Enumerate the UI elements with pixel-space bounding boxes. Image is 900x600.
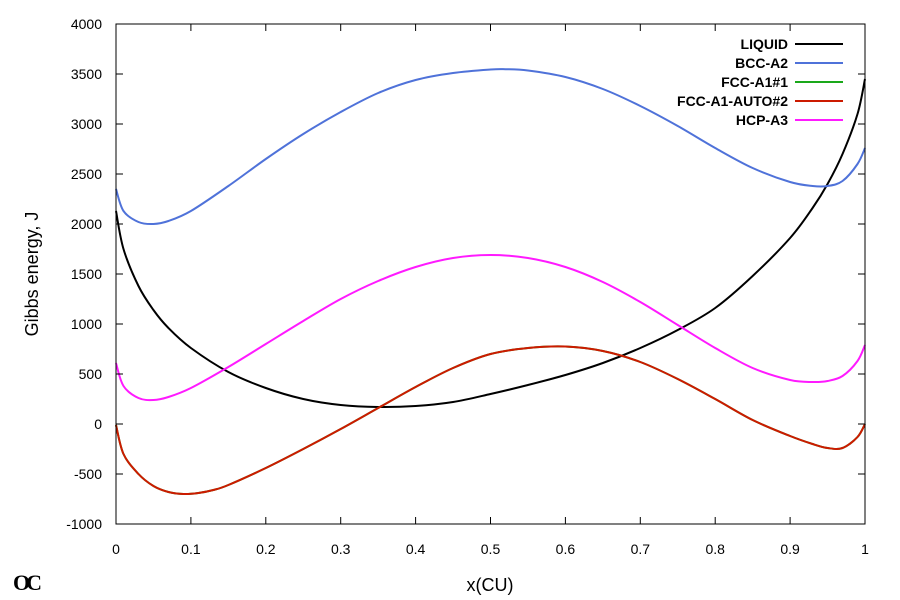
x-tick-label: 0.2	[256, 541, 276, 557]
y-tick-label: 2000	[71, 216, 102, 232]
y-tick-label: -1000	[66, 516, 102, 532]
oc-logo: OC	[13, 570, 41, 595]
x-tick-label: 0.7	[631, 541, 651, 557]
legend-label-fcc-a1-auto-2: FCC-A1-AUTO#2	[677, 93, 788, 109]
y-tick-label: -500	[74, 466, 102, 482]
series-line-fcc-a1-auto-2	[115, 345, 866, 496]
x-tick-label: 0.3	[331, 541, 351, 557]
series-line-liquid	[115, 78, 866, 409]
legend: LIQUID BCC-A2 FCC-A1#1 FCC-A1-AUTO#2 HCP-A3	[677, 36, 843, 128]
x-tick-label: 0.8	[705, 541, 725, 557]
x-tick-label: 0.9	[780, 541, 800, 557]
y-tick-label: 3000	[71, 116, 102, 132]
y-tick-label: 2500	[71, 166, 102, 182]
y-tick-label: 1000	[71, 316, 102, 332]
y-tick-label: 0	[94, 416, 102, 432]
x-tick-label: 0.5	[481, 541, 501, 557]
series-line-hcp-a3	[115, 254, 866, 402]
y-tick-label: 4000	[71, 16, 102, 32]
x-tick-label: 0.1	[181, 541, 201, 557]
ticks-layer: 0 0.1 0.2 0.3 0.4 0.5 0.6 0.7 0.8 0.9 1 -1000 -500 0 5…	[66, 16, 869, 557]
legend-label-liquid: LIQUID	[741, 36, 788, 52]
y-axis-title: Gibbs energy, J	[22, 212, 42, 337]
legend-label-fcc-a1-1: FCC-A1#1	[721, 74, 788, 90]
series-layer	[115, 68, 866, 496]
x-axis-title: x(CU)	[467, 575, 514, 595]
y-tick-label: 1500	[71, 266, 102, 282]
x-tick-label: 0.4	[406, 541, 426, 557]
x-tick-label: 0	[112, 541, 120, 557]
legend-label-hcp-a3: HCP-A3	[736, 112, 788, 128]
series-line-bcc-a2	[115, 68, 866, 226]
legend-label-bcc-a2: BCC-A2	[735, 55, 788, 71]
y-tick-label: 500	[79, 366, 103, 382]
x-tick-label: 1	[861, 541, 869, 557]
y-tick-label: 3500	[71, 66, 102, 82]
x-tick-label: 0.6	[556, 541, 576, 557]
